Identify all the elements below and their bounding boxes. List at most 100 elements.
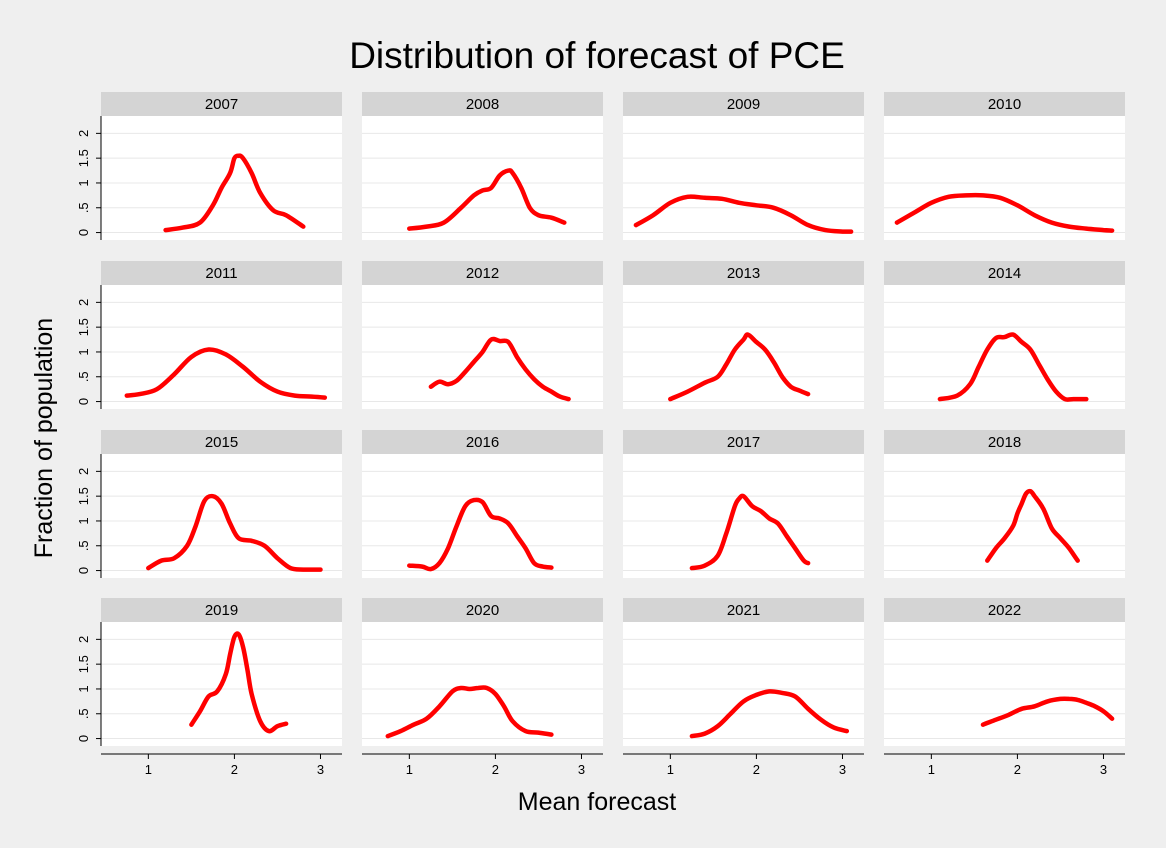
panel-strip	[623, 261, 864, 285]
x-tick-label: 2	[231, 762, 238, 777]
x-tick-label: 2	[492, 762, 499, 777]
y-tick-label: .5	[76, 202, 91, 213]
panel-strip-label: 2009	[727, 96, 760, 113]
panel-plot-area	[101, 116, 342, 240]
density-curve-2017	[689, 493, 811, 571]
panel-2016: 2016	[362, 430, 603, 578]
x-tick-label: 1	[928, 762, 935, 777]
panel-plot-area	[101, 285, 342, 409]
panel-plot-area	[623, 285, 864, 409]
panel-2019: 2019 0 .5 1 1.5 2 1 2 3	[76, 598, 342, 777]
density-curve-2009	[633, 194, 854, 234]
x-axis-title: Mean forecast	[518, 788, 676, 816]
panel-strip-label: 2015	[205, 434, 238, 451]
panel-strip-label: 2013	[727, 265, 760, 282]
y-tick-label: 1.5	[76, 487, 91, 505]
panel-strip	[362, 598, 603, 622]
panel-plot-area	[623, 454, 864, 578]
panel-strip	[362, 430, 603, 454]
y-axis-title: Fraction of population	[30, 318, 58, 558]
density-curve-2018	[985, 488, 1080, 563]
panel-strip	[101, 261, 342, 285]
panel-strip-label: 2012	[466, 265, 499, 282]
panel-plot-area	[362, 116, 603, 240]
y-tick-label: 1	[76, 517, 91, 524]
panel-plot-area	[884, 622, 1125, 746]
y-tick-label: 0	[76, 735, 91, 742]
panel-strip	[101, 92, 342, 116]
panel-plot-area	[101, 454, 342, 578]
density-curve-2021	[689, 689, 850, 739]
y-tick-label: 1.5	[76, 655, 91, 673]
panel-strip	[623, 92, 864, 116]
x-tick-label: 3	[317, 762, 324, 777]
panel-strip	[884, 430, 1125, 454]
panel-strip-label: 2021	[727, 602, 760, 619]
y-tick-label: 1	[76, 348, 91, 355]
y-tick-label: 2	[76, 636, 91, 643]
panel-strip	[623, 430, 864, 454]
panel-strip	[362, 92, 603, 116]
panel-strip-label: 2019	[205, 602, 238, 619]
panel-plot-area	[623, 116, 864, 240]
y-tick-label: 2	[76, 468, 91, 475]
panel-plot-area	[362, 454, 603, 578]
panel-plot-area	[362, 622, 603, 746]
y-tick-label: 2	[76, 130, 91, 137]
density-curve-2007	[163, 153, 306, 233]
density-curve-2015	[146, 493, 323, 572]
panel-strip-label: 2017	[727, 434, 760, 451]
panel-strip-label: 2016	[466, 434, 499, 451]
panel-strip-label: 2020	[466, 602, 499, 619]
x-tick-label: 2	[753, 762, 760, 777]
panel-strip-label: 2022	[988, 602, 1021, 619]
density-curve-2012	[428, 336, 571, 402]
y-tick-label: 0	[76, 229, 91, 236]
density-curve-2008	[407, 168, 567, 231]
panel-plot-area	[884, 285, 1125, 409]
y-tick-label: .5	[76, 708, 91, 719]
panel-strip	[362, 261, 603, 285]
panel-strip-label: 2007	[205, 96, 238, 113]
density-curve-2010	[894, 192, 1115, 233]
x-tick-label: 2	[1014, 762, 1021, 777]
panel-plot-area	[362, 285, 603, 409]
panel-strip-label: 2010	[988, 96, 1021, 113]
x-tick-label: 3	[1100, 762, 1107, 777]
density-curve-2020	[385, 685, 554, 739]
panel-strip-label: 2008	[466, 96, 499, 113]
density-curve-2019	[189, 631, 289, 734]
panel-2017: 2017	[623, 430, 864, 578]
density-curve-2016	[407, 497, 554, 572]
chart-title: Distribution of forecast of PCE	[349, 35, 845, 76]
panel-plot-area	[623, 622, 864, 746]
density-curve-2014	[937, 332, 1089, 402]
y-tick-label: 1	[76, 179, 91, 186]
panel-2012: 2012	[362, 261, 603, 409]
y-tick-label: 1.5	[76, 318, 91, 336]
panel-2015: 2015 0 .5 1 1.5 2	[76, 430, 342, 578]
x-tick-label: 1	[667, 762, 674, 777]
x-tick-label: 3	[839, 762, 846, 777]
panel-strip	[884, 92, 1125, 116]
y-tick-label: 0	[76, 567, 91, 574]
density-curve-2011	[124, 347, 328, 400]
panel-strip	[884, 598, 1125, 622]
panel-strip	[101, 430, 342, 454]
x-tick-label: 1	[145, 762, 152, 777]
y-tick-label: 1.5	[76, 149, 91, 167]
y-tick-label: 0	[76, 398, 91, 405]
y-tick-label: .5	[76, 540, 91, 551]
panel-2022: 2022 1 2 3	[884, 598, 1125, 777]
panel-strip	[623, 598, 864, 622]
x-tick-label: 3	[578, 762, 585, 777]
panel-plot-area	[884, 454, 1125, 578]
panel-2014: 2014	[884, 261, 1125, 409]
panel-2013: 2013	[623, 261, 864, 409]
panel-strip	[884, 261, 1125, 285]
panel-2010: 2010	[884, 92, 1125, 240]
y-tick-label: 1	[76, 685, 91, 692]
panel-strip	[101, 598, 342, 622]
